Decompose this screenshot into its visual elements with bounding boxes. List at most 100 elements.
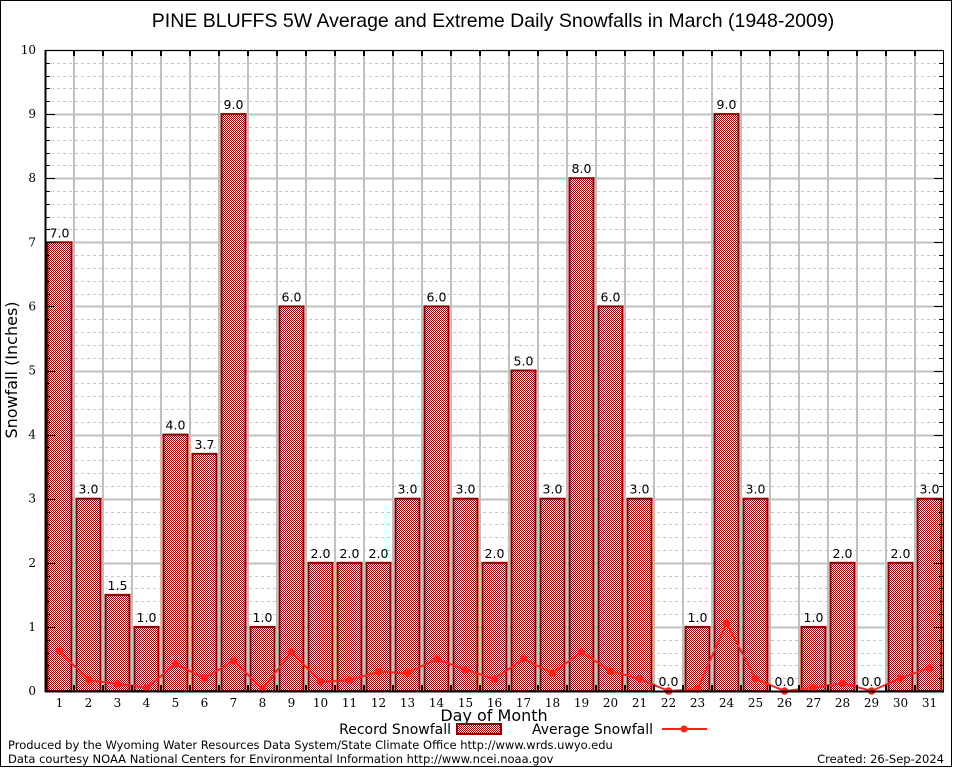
average-point-day-1 — [55, 647, 64, 656]
bar-record-day-6 — [191, 452, 218, 692]
bar-record-day-27 — [800, 625, 827, 693]
y-tick-label: 9 — [28, 107, 36, 121]
x-tick-label: 4 — [143, 696, 151, 710]
x-tick-label: 22 — [661, 696, 676, 710]
bar-record-day-19 — [568, 177, 595, 692]
bars — [46, 113, 943, 693]
average-point-day-25 — [751, 675, 760, 683]
average-point-day-19 — [577, 648, 586, 656]
average-point-day-3 — [113, 680, 122, 688]
average-point-day-28 — [838, 679, 847, 688]
x-tick-label: 10 — [313, 696, 328, 710]
x-tick-label: 30 — [893, 696, 908, 710]
legend-swatch-record — [456, 723, 502, 735]
average-point-day-6 — [200, 674, 209, 682]
x-tick-label: 3 — [114, 696, 122, 710]
legend: Record Snowfall Average Snowfall — [339, 722, 707, 738]
bar-value-label: 6.0 — [282, 289, 302, 304]
bar-record-day-25 — [742, 497, 769, 693]
bar-value-label: 1.0 — [688, 610, 708, 625]
x-tick-label: 24 — [719, 696, 735, 710]
x-tick-label: 13 — [400, 696, 415, 710]
x-tick-label: 31 — [922, 696, 937, 710]
bar-value-label: 2.0 — [833, 546, 853, 561]
x-tick-label: 5 — [172, 696, 180, 710]
x-tick-label: 19 — [574, 696, 589, 710]
bar-value-label: 7.0 — [50, 225, 70, 240]
x-tick-label: 25 — [748, 696, 763, 710]
bar-record-day-18 — [539, 497, 566, 693]
bar-record-day-7 — [220, 113, 247, 693]
x-tick-label: 23 — [690, 696, 705, 710]
bar-value-label: 3.0 — [920, 482, 940, 497]
bar-labels: 7.0 3.0 1.5 1.0 4.0 3.7 9.0 1.0 6.0 2.0 2.0 2.0 3.0 6… — [50, 97, 940, 689]
average-point-day-21 — [635, 675, 644, 683]
bar-value-label: 3.0 — [746, 482, 766, 497]
average-point-day-15 — [461, 666, 470, 674]
average-point-day-14 — [432, 655, 441, 663]
average-point-day-12 — [374, 667, 383, 676]
bar-value-label: 0.0 — [862, 674, 882, 689]
legend-swatch-average-marker — [680, 725, 688, 733]
footer-created: Created: 26-Sep-2024 — [817, 752, 944, 766]
y-tick-label: 6 — [28, 299, 36, 313]
bar-record-day-2 — [75, 497, 102, 693]
y-tick-label: 8 — [28, 171, 36, 185]
bar-value-label: 3.7 — [195, 437, 215, 452]
bar-record-day-28 — [829, 561, 856, 692]
bar-record-day-21 — [626, 497, 653, 693]
average-point-day-10 — [316, 678, 325, 686]
bar-value-label: 2.0 — [340, 546, 360, 561]
x-tick-label: 17 — [516, 696, 531, 710]
bar-record-day-9 — [278, 305, 305, 692]
average-point-day-24 — [722, 619, 731, 627]
x-tick-label: 15 — [458, 696, 473, 710]
bar-value-label: 1.5 — [108, 578, 128, 593]
average-point-day-9 — [287, 648, 296, 656]
x-tick-labels: 1 2 3 4 5 6 7 8 9 10 11 12 13 14 15 16 17 18 19 20 21 22 23 24 2… — [56, 696, 937, 710]
y-tick-label: 2 — [28, 556, 36, 570]
bar-record-day-3 — [104, 593, 131, 692]
y-tick-label: 5 — [28, 364, 36, 378]
y-tick-label: 3 — [28, 492, 36, 506]
bar-value-label: 2.0 — [311, 546, 331, 561]
legend-label-average: Average Snowfall — [532, 722, 653, 738]
bar-value-label: 2.0 — [891, 546, 911, 561]
axes — [44, 50, 944, 693]
x-tick-label: 1 — [56, 696, 64, 710]
bar-value-label: 5.0 — [514, 354, 534, 369]
x-tick-label: 6 — [201, 696, 209, 710]
x-tick-label: 2 — [85, 696, 93, 710]
legend-label-record: Record Snowfall — [339, 722, 451, 738]
x-tick-label: 8 — [259, 696, 267, 710]
y-axis-title: Snowfall (Inches) — [2, 301, 21, 438]
average-point-day-5 — [171, 660, 180, 668]
x-tick-label: 11 — [342, 696, 357, 710]
average-point-day-30 — [896, 674, 905, 682]
average-point-day-7 — [229, 657, 238, 665]
bar-value-label: 3.0 — [79, 482, 99, 497]
bar-value-label: 3.0 — [398, 482, 418, 497]
x-tick-label: 18 — [545, 696, 560, 710]
bar-value-label: 1.0 — [804, 610, 824, 625]
average-point-day-31 — [925, 664, 934, 672]
bar-value-label: 1.0 — [253, 610, 273, 625]
average-point-day-17 — [519, 655, 528, 663]
bar-value-label: 4.0 — [166, 418, 186, 433]
x-tick-label: 26 — [777, 696, 792, 710]
x-tick-label: 7 — [230, 696, 238, 710]
average-point-day-4 — [142, 683, 151, 692]
chart-title: PINE BLUFFS 5W Average and Extreme Daily… — [152, 10, 834, 32]
x-tick-label: 16 — [487, 696, 502, 710]
bar-value-label: 2.0 — [485, 546, 505, 561]
y-tick-label: 4 — [28, 428, 36, 442]
y-tick-label: 1 — [28, 620, 36, 634]
bar-record-day-10 — [307, 561, 334, 692]
x-tick-label: 28 — [835, 696, 850, 710]
footer-produced-by: Produced by the Wyoming Water Resources … — [8, 738, 613, 752]
x-tick-label: 14 — [429, 696, 445, 710]
average-point-day-2 — [84, 676, 93, 684]
x-tick-label: 29 — [864, 696, 879, 710]
bar-value-label: 9.0 — [224, 97, 244, 112]
footer-data-courtesy: Data courtesy NOAA National Centers for … — [8, 752, 554, 766]
